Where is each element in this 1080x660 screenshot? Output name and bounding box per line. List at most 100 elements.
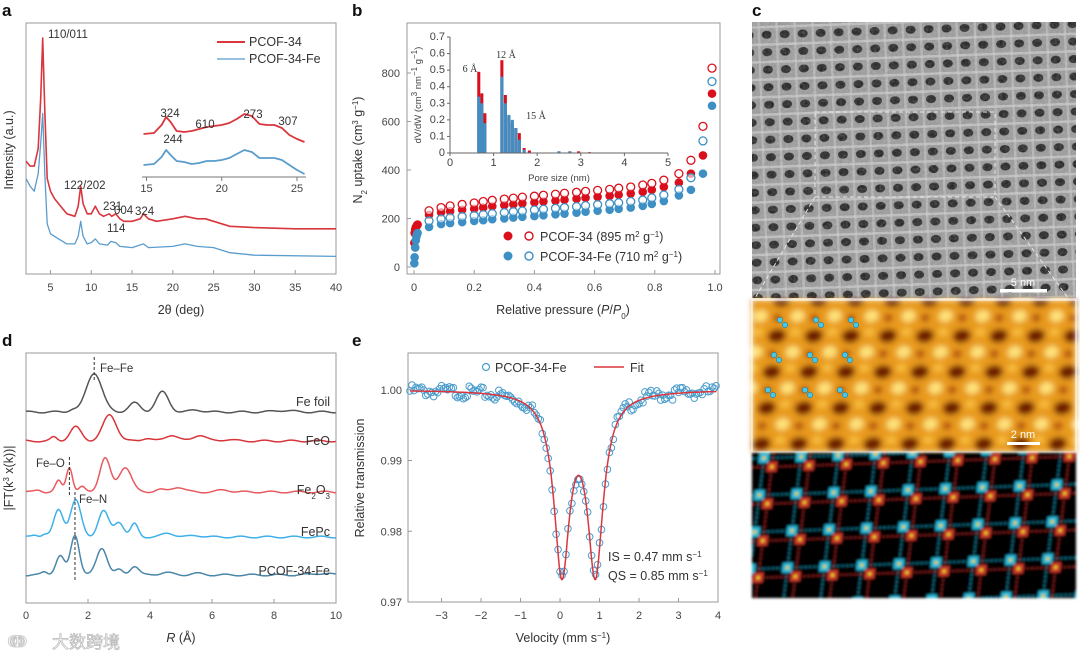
y-tick-label: 200 (382, 214, 400, 226)
bond-annotation: Fe–N (79, 494, 107, 506)
mossbauer-data-point (421, 391, 430, 400)
atom-marker-icon (781, 321, 789, 329)
inset-x-tick-label: 25 (291, 183, 303, 195)
scale-bar (1000, 289, 1047, 293)
inset-x-axis-label: Pore size (nm) (528, 173, 590, 184)
pore-size-inset-chart: 0 1 2 3 4 5 0 0.1 0.2 0.3 0.4 0.5 0.6 0.7 (430, 31, 671, 169)
legend-label-data: PCOF-34-Fe (495, 361, 567, 375)
isotherm-point-adsorption (638, 187, 648, 197)
y-tick-label: 400 (382, 165, 400, 177)
legend-marker-open (524, 231, 534, 241)
x-tick-label: 4 (147, 610, 153, 622)
inset-x-tick-label: 0 (447, 157, 453, 169)
atom-marker-icon (775, 356, 783, 364)
isotherm-point-desorption (614, 198, 624, 208)
inset-xrd-curve-pcof-34-fe (143, 149, 305, 175)
isotherm-point-desorption (424, 216, 434, 226)
inset-y-axis-label: dV/dW (cm3 nm−1 g−1) (410, 47, 425, 144)
curve-label-feo: FeO (306, 434, 331, 448)
stem-image: 2 nm (751, 299, 1077, 453)
pore-bar-pcof-34-fe (477, 96, 481, 153)
isotherm-point-adsorption (413, 228, 422, 238)
isotherm-point-adsorption (410, 243, 420, 252)
inset-peak-label: 244 (163, 134, 183, 146)
x-tick-label: 20 (167, 282, 179, 294)
panel-d-exafs-chart: 0 2 4 6 8 10 R (Å) |FT(k3 x(k))| Fe foil FeO … (2, 352, 342, 645)
exafs-curve-fe-foil (25, 373, 336, 414)
isotherm-point-adsorption (518, 199, 527, 208)
isotherm-point-desorption (707, 76, 717, 87)
mossbauer-data-point (445, 383, 454, 391)
pore-bar-pcof-34 (577, 151, 581, 153)
atom-marker-icon (847, 316, 855, 324)
isotherm-point-adsorption (539, 197, 548, 206)
atom-marker-icon (812, 316, 820, 324)
isotherm-point-adsorption (698, 151, 708, 160)
legend-label-pcof34: PCOF-34 (895 m2 g−1) (540, 230, 663, 245)
bond-annotation: Fe–O (36, 458, 65, 470)
y-tick-label: 600 (382, 117, 400, 129)
y-tick-label: 0.99 (381, 456, 402, 468)
panel-label-b: b (352, 1, 362, 20)
mossbauer-data-point (524, 401, 533, 410)
mossbauer-data-point (441, 383, 450, 392)
mossbauer-fit-curve (410, 390, 717, 581)
isotherm-point-desorption (647, 178, 657, 188)
isotherm-point-desorption (638, 180, 648, 190)
isotherm-point-desorption (571, 201, 582, 212)
inset-peak-label: 6 Å (463, 63, 479, 75)
mossbauer-data-point (520, 404, 529, 412)
exafs-curve-feo (25, 413, 336, 443)
peak-label: 231 (103, 201, 122, 213)
isotherm-point-desorption (626, 196, 636, 207)
isotherm-point-desorption (659, 175, 669, 185)
plot-frame (407, 352, 719, 603)
pore-bar-pcof-34-fe (507, 114, 511, 153)
isotherm-point-desorption (592, 185, 603, 196)
x-axis-label: Velocity (mm s−1) (516, 631, 611, 646)
inset-y-tick-label: 0.2 (430, 114, 445, 126)
mossbauer-data-point (668, 396, 677, 404)
isotherm-point-adsorption (659, 182, 669, 192)
isotherm-point-desorption (457, 211, 467, 222)
isotherm-point-desorption (469, 198, 479, 208)
legend-label-pcof34fe: PCOF-34-Fe (249, 52, 321, 66)
x-tick-label: 8 (271, 610, 277, 622)
pore-bar-pcof-34-fe (522, 149, 526, 153)
y-axis-label: N2 uptake (cm3 g−1) (351, 97, 369, 204)
inset-y-tick-label: 0.7 (430, 31, 445, 43)
mossbauer-data-point (465, 382, 474, 391)
x-axis-label: 2θ (deg) (158, 303, 205, 317)
x-tick-label: 0 (411, 282, 417, 294)
mossbauer-data-point (427, 388, 436, 397)
tem-image: 5 nm (752, 22, 1076, 299)
inset-y-tick-label: 0.3 (430, 97, 445, 109)
legend-label-pcof34fe: PCOF-34-Fe (710 m2 g−1) (540, 250, 682, 265)
x-tick-label: 15 (126, 282, 138, 294)
y-tick-label: 1.00 (381, 385, 402, 397)
isotherm-point-adsorption (686, 185, 696, 195)
isotherm-point-desorption (538, 204, 549, 214)
xrd-curve-pcof-34 (26, 37, 336, 230)
isotherm-point-desorption (487, 208, 497, 219)
isotherm-point-desorption (580, 186, 591, 196)
mossbauer-data-point (522, 406, 531, 414)
isotherm-point-desorption (499, 208, 509, 218)
panel-c-microscopy-images: 5 nm 2 nm (751, 22, 1077, 598)
mossbauer-data-point (572, 480, 580, 489)
bond-annotation: Fe–Fe (100, 363, 133, 375)
mossbauer-data-point (690, 394, 699, 402)
isotherm-point-desorption (517, 206, 528, 216)
legend-label-pcof34: PCOF-34 (249, 35, 302, 49)
mossbauer-data-point (433, 388, 442, 397)
isotherm-point-adsorption (410, 259, 419, 268)
inset-y-tick-label: 0.4 (430, 81, 445, 93)
pore-bar-pcof-34-fe (557, 151, 561, 153)
mossbauer-data-point (623, 402, 631, 411)
mossbauer-data-point (712, 382, 720, 390)
panel-label-c: c (752, 1, 761, 20)
isotherm-point-desorption (592, 200, 603, 210)
isotherm-point-adsorption (410, 252, 419, 262)
legend-marker-filled (503, 251, 513, 261)
